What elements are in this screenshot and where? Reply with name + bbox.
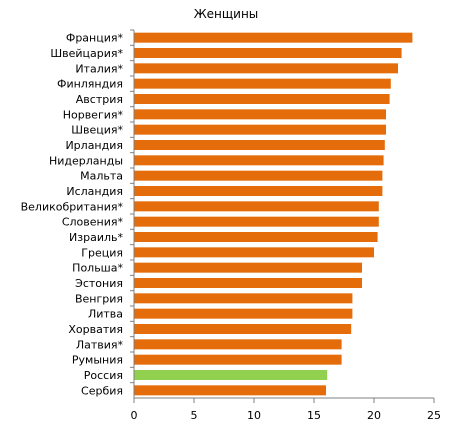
x-tick-label: 20 — [367, 409, 381, 422]
category-label: Швейцария* — [50, 47, 123, 60]
bar — [134, 124, 386, 135]
category-labels-group: Франция* Швейцария* Италия* Финляндия Австри… — [21, 29, 134, 397]
bar — [134, 324, 352, 334]
bar — [134, 262, 362, 273]
x-tick-label: 10 — [247, 409, 261, 422]
category-label: Великобритания* — [21, 200, 124, 213]
category-label: Швеция* — [71, 124, 123, 137]
bar — [134, 94, 390, 104]
category-label: Нидерланды — [49, 154, 123, 167]
category-label: Греция — [81, 246, 123, 259]
category-label: Израиль* — [69, 231, 123, 244]
x-tick-label: 25 — [427, 409, 441, 422]
bar — [134, 354, 342, 365]
chart-title: Женщины — [194, 7, 259, 21]
bar — [134, 339, 342, 350]
bar — [134, 278, 362, 288]
bar — [134, 232, 378, 242]
bar — [134, 48, 402, 58]
bar — [134, 78, 391, 89]
bar — [134, 63, 398, 74]
category-label: Словения* — [62, 216, 124, 229]
category-label: Италия* — [75, 62, 123, 75]
bar — [134, 247, 374, 258]
x-tick-label: 5 — [191, 409, 198, 422]
bar — [134, 170, 383, 181]
category-label: Польша* — [72, 262, 123, 275]
category-label: Австрия — [76, 93, 123, 106]
category-label: Румыния — [72, 354, 123, 367]
bar — [134, 186, 383, 196]
category-label: Россия — [84, 369, 123, 382]
category-label: Эстония — [75, 277, 123, 290]
bar — [134, 308, 353, 319]
x-ticks-group: 0 5 10 15 20 25 — [131, 398, 441, 422]
bar — [134, 293, 353, 304]
bar — [134, 385, 326, 396]
bar — [134, 370, 328, 380]
x-tick-label: 0 — [131, 409, 138, 422]
bar — [134, 216, 379, 227]
category-label: Мальта — [80, 170, 123, 183]
bar — [134, 201, 379, 212]
bar — [134, 109, 386, 120]
bar — [134, 155, 384, 166]
category-label: Франция* — [66, 32, 124, 45]
category-label: Норвегия* — [63, 108, 124, 121]
category-label: Финляндия — [57, 78, 123, 91]
bar — [134, 140, 385, 150]
x-tick-label: 15 — [307, 409, 321, 422]
bar — [134, 32, 413, 43]
category-label: Сербия — [81, 384, 123, 397]
category-label: Исландия — [66, 185, 123, 198]
category-label: Ирландия — [65, 139, 123, 152]
category-label: Венгрия — [75, 292, 123, 305]
category-label: Хорватия — [68, 323, 123, 336]
axes-group — [133, 30, 434, 399]
bars-group — [134, 32, 413, 396]
category-label: Литва — [88, 308, 123, 321]
category-label: Латвия* — [76, 338, 124, 351]
